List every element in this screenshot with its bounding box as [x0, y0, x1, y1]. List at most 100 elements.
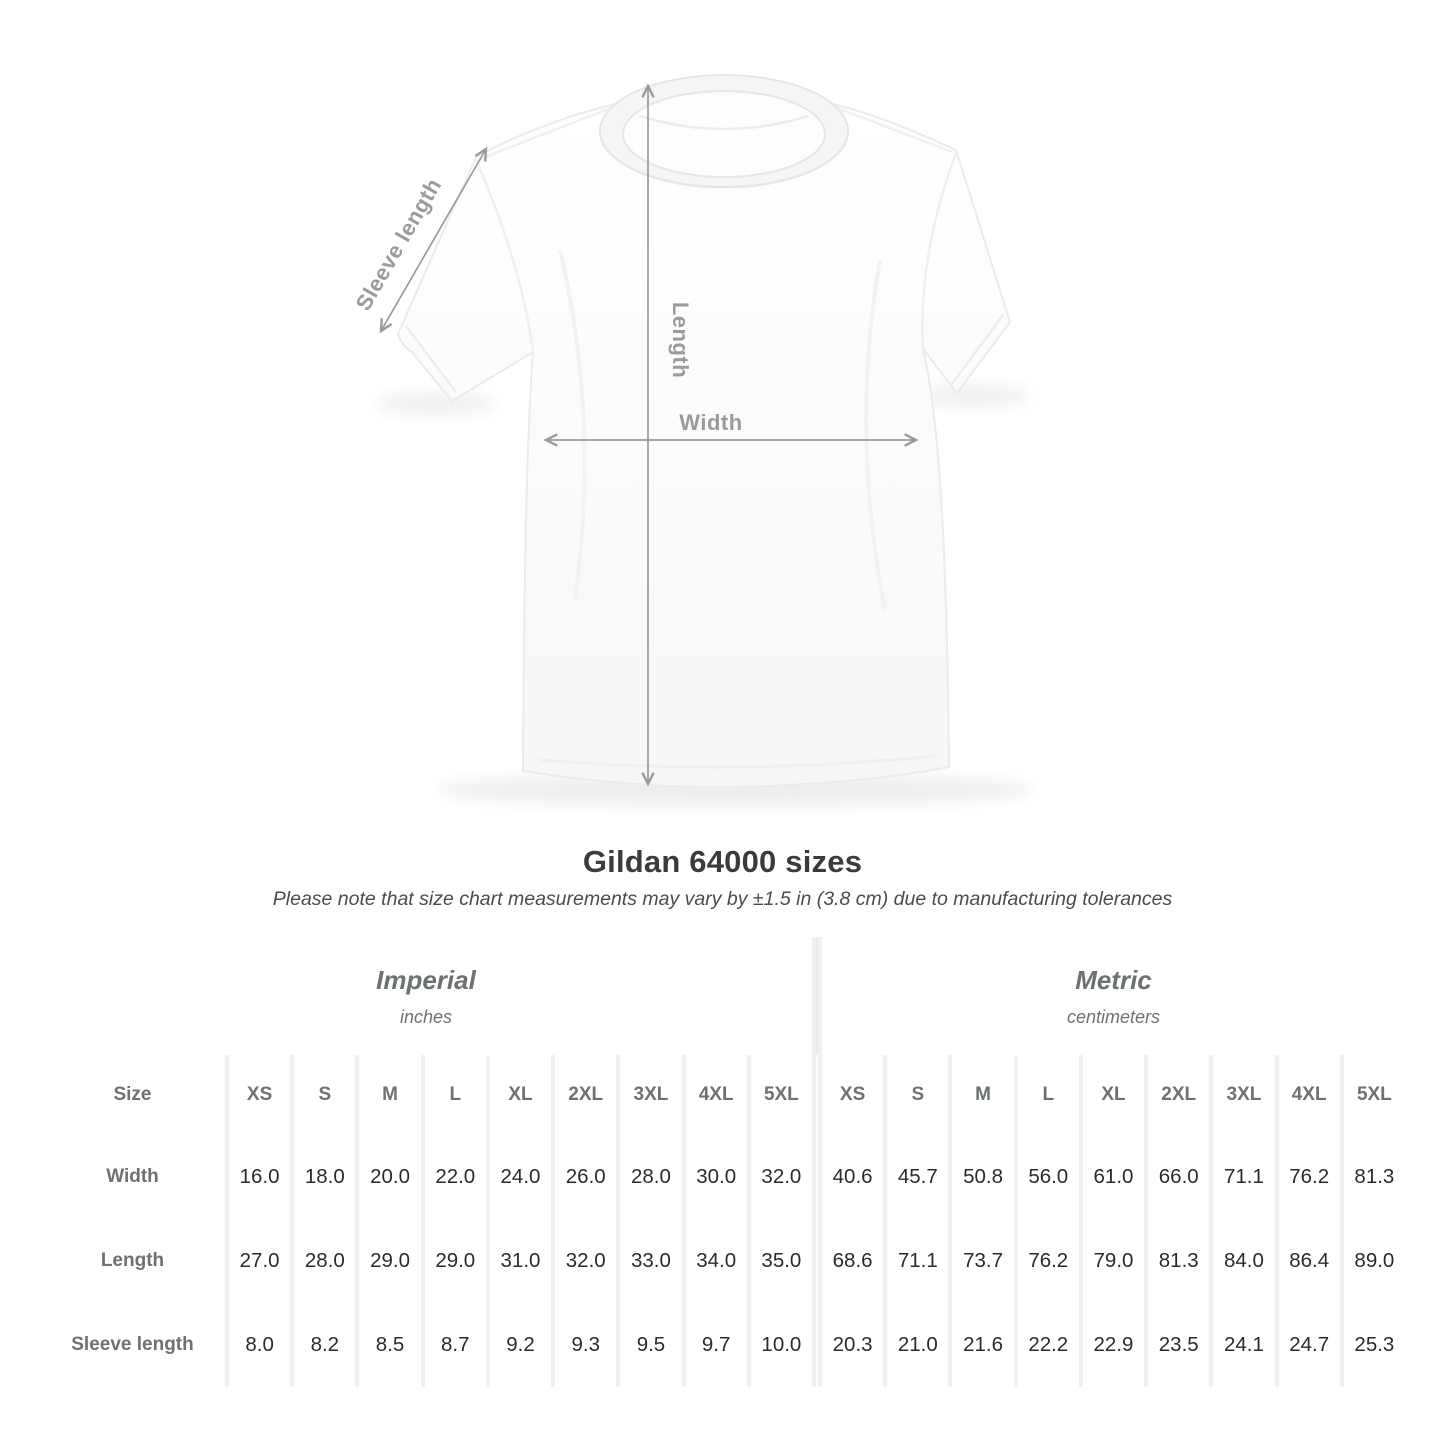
tshirt-collar [599, 74, 849, 188]
size-col-header-imperial: 2XL [555, 1055, 617, 1135]
value-cell-imperial: 9.7 [685, 1303, 747, 1387]
value-cell-metric: 21.0 [887, 1303, 949, 1387]
value-cell-imperial: 16.0 [229, 1135, 291, 1219]
unit-header-metric: Metric centimeters [821, 937, 1405, 1055]
size-col-header-imperial: 3XL [620, 1055, 682, 1135]
size-col-header-metric: 2XL [1148, 1055, 1210, 1135]
value-cell-metric: 71.1 [1213, 1135, 1275, 1219]
value-cell-imperial: 35.0 [750, 1219, 812, 1303]
value-cell-imperial: 34.0 [685, 1219, 747, 1303]
value-cell-metric: 61.0 [1082, 1135, 1145, 1219]
value-cell-imperial: 29.0 [359, 1219, 421, 1303]
value-cell-imperial: 22.0 [424, 1135, 486, 1219]
value-cell-imperial: 24.0 [489, 1135, 552, 1219]
unit-subtitle-metric: centimeters [1066, 1006, 1160, 1027]
size-col-header-metric: 3XL [1213, 1055, 1275, 1135]
tshirt-body [397, 103, 1011, 789]
value-cell-metric: 76.2 [1278, 1135, 1340, 1219]
row-label: Length [40, 1219, 225, 1303]
value-cell-imperial: 29.0 [424, 1219, 486, 1303]
value-cell-imperial: 9.2 [489, 1303, 552, 1387]
column-spacer [815, 1303, 818, 1387]
value-cell-metric: 20.3 [821, 1303, 884, 1387]
value-cell-metric: 71.1 [887, 1219, 949, 1303]
size-col-header-imperial: 4XL [685, 1055, 747, 1135]
value-cell-metric: 21.6 [952, 1303, 1014, 1387]
value-cell-metric: 81.3 [1148, 1219, 1210, 1303]
value-cell-imperial: 32.0 [750, 1135, 812, 1219]
size-col-header-metric: XL [1082, 1055, 1145, 1135]
value-cell-imperial: 8.5 [359, 1303, 421, 1387]
size-col-header-imperial: L [424, 1055, 486, 1135]
value-cell-imperial: 33.0 [620, 1219, 682, 1303]
column-spacer [815, 937, 818, 1055]
value-cell-imperial: 27.0 [229, 1219, 291, 1303]
value-cell-imperial: 8.0 [229, 1303, 291, 1387]
size-col-header-metric: XS [821, 1055, 884, 1135]
size-col-header-metric: L [1017, 1055, 1079, 1135]
size-col-header-metric: 4XL [1278, 1055, 1340, 1135]
shirt-shadow [376, 386, 1035, 805]
value-cell-metric: 84.0 [1213, 1219, 1275, 1303]
row-label: Width [40, 1135, 225, 1219]
value-cell-imperial: 32.0 [555, 1219, 617, 1303]
value-cell-imperial: 8.2 [294, 1303, 356, 1387]
size-col-header-metric: 5XL [1343, 1055, 1405, 1135]
value-cell-imperial: 10.0 [750, 1303, 812, 1387]
value-cell-imperial: 20.0 [359, 1135, 421, 1219]
size-col-header-metric: S [887, 1055, 949, 1135]
value-cell-imperial: 28.0 [620, 1135, 682, 1219]
value-cell-metric: 68.6 [821, 1219, 884, 1303]
value-cell-metric: 24.7 [1278, 1303, 1340, 1387]
column-spacer [815, 1055, 818, 1135]
column-spacer [815, 1135, 818, 1219]
unit-name-metric: Metric [1075, 964, 1152, 995]
length-label: Length [668, 302, 693, 378]
value-cell-imperial: 18.0 [294, 1135, 356, 1219]
value-cell-metric: 79.0 [1082, 1219, 1145, 1303]
tshirt-size-diagram: Sleeve length Length Width [351, 74, 1035, 805]
unit-name-imperial: Imperial [376, 964, 476, 995]
unit-header-imperial: Imperial inches [40, 937, 812, 1055]
value-cell-imperial: 9.5 [620, 1303, 682, 1387]
size-col-header-metric: M [952, 1055, 1014, 1135]
size-col-header-imperial: XS [229, 1055, 291, 1135]
unit-subtitle-imperial: inches [399, 1006, 452, 1027]
page-title: Gildan 64000 sizes [582, 844, 863, 879]
value-cell-metric: 23.5 [1148, 1303, 1210, 1387]
value-cell-metric: 50.8 [952, 1135, 1014, 1219]
value-cell-metric: 89.0 [1343, 1219, 1405, 1303]
column-spacer [815, 1219, 818, 1303]
value-cell-imperial: 26.0 [555, 1135, 617, 1219]
value-cell-imperial: 31.0 [489, 1219, 552, 1303]
size-guide-page: Sleeve length Length Width Gildan 64000 … [40, 74, 1405, 1387]
value-cell-metric: 76.2 [1017, 1219, 1079, 1303]
row-label: Sleeve length [40, 1303, 225, 1387]
sleeve-length-arrow [379, 146, 488, 334]
size-col-header-imperial: S [294, 1055, 356, 1135]
value-cell-metric: 25.3 [1343, 1303, 1405, 1387]
value-cell-imperial: 28.0 [294, 1219, 356, 1303]
value-cell-metric: 40.6 [821, 1135, 884, 1219]
value-cell-metric: 24.1 [1213, 1303, 1275, 1387]
value-cell-metric: 73.7 [952, 1219, 1014, 1303]
size-col-header-imperial: XL [489, 1055, 552, 1135]
value-cell-imperial: 30.0 [685, 1135, 747, 1219]
size-chart-card: Imperial inches Metric centimeters Size XS S M L… [40, 937, 1405, 1387]
value-cell-metric: 22.9 [1082, 1303, 1145, 1387]
size-corner-label: Size [40, 1055, 225, 1135]
value-cell-metric: 66.0 [1148, 1135, 1210, 1219]
width-label: Width [679, 410, 742, 435]
value-cell-metric: 22.2 [1017, 1303, 1079, 1387]
value-cell-imperial: 9.3 [555, 1303, 617, 1387]
value-cell-metric: 45.7 [887, 1135, 949, 1219]
tolerance-note: Please note that size chart measurements… [272, 888, 1173, 910]
size-chart-grid: Imperial inches Metric centimeters Size XS S M L… [40, 937, 1405, 1387]
size-col-header-imperial: 5XL [750, 1055, 812, 1135]
tshirt-diagram: Sleeve length Length Width [351, 74, 1035, 805]
shirt-seams [405, 104, 1005, 769]
value-cell-imperial: 8.7 [424, 1303, 486, 1387]
value-cell-metric: 81.3 [1343, 1135, 1405, 1219]
size-col-header-imperial: M [359, 1055, 421, 1135]
value-cell-metric: 56.0 [1017, 1135, 1079, 1219]
